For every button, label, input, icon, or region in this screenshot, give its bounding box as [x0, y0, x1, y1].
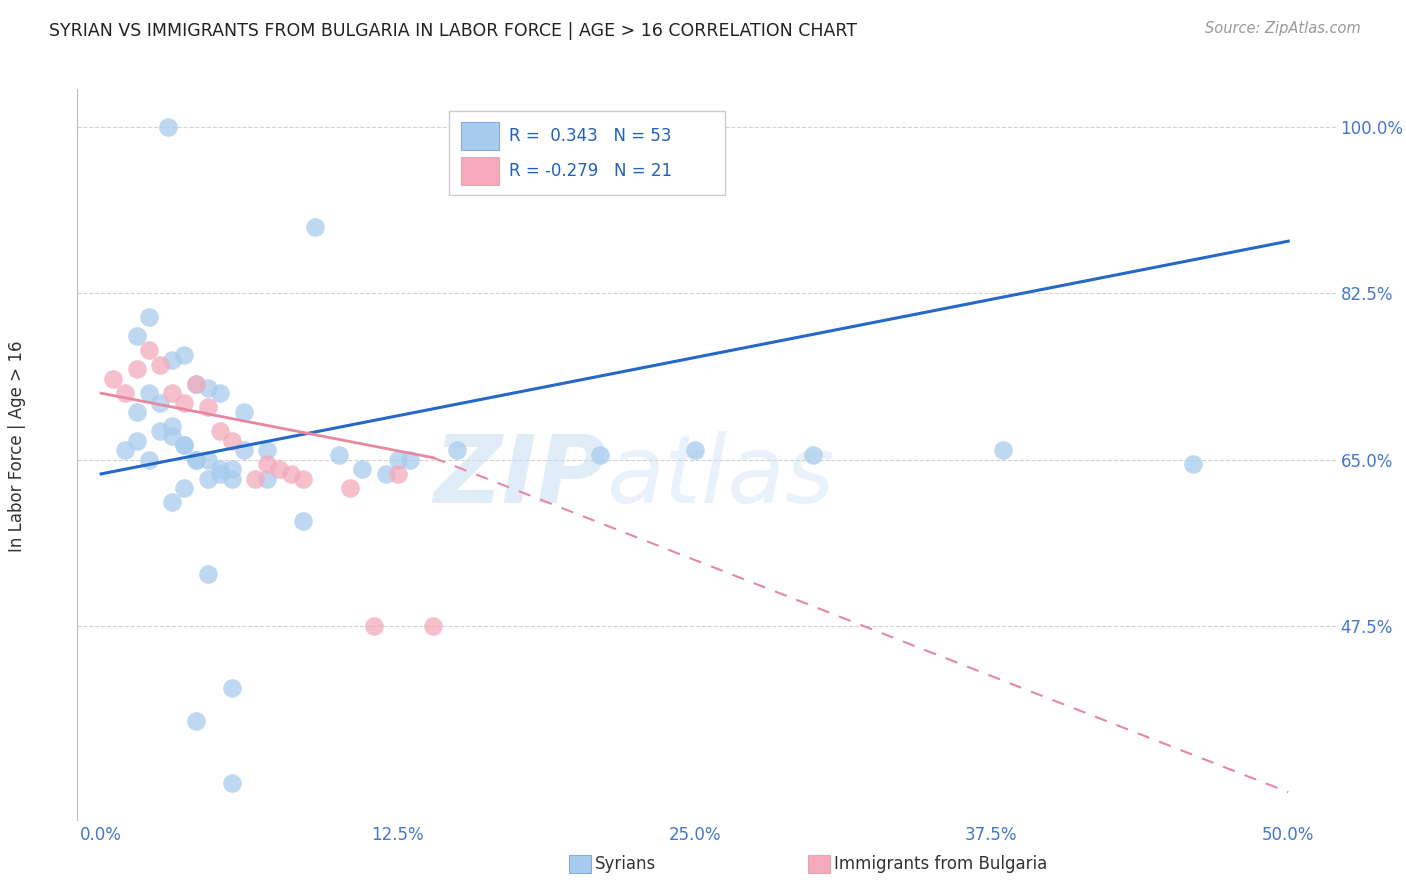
Text: Immigrants from Bulgaria: Immigrants from Bulgaria: [834, 855, 1047, 873]
Text: In Labor Force | Age > 16: In Labor Force | Age > 16: [8, 340, 25, 552]
Point: [138, 343, 160, 358]
Point: [398, 452, 420, 467]
Point: [280, 467, 302, 481]
Point: [138, 310, 160, 325]
Point: [208, 467, 231, 481]
Point: [208, 462, 231, 476]
Point: [173, 481, 195, 495]
Point: [149, 424, 172, 438]
Text: R = -0.279   N = 21: R = -0.279 N = 21: [509, 162, 672, 180]
Point: [162, 353, 184, 368]
Point: [446, 443, 468, 458]
Point: [125, 405, 148, 419]
Point: [162, 419, 184, 434]
Point: [197, 452, 219, 467]
Point: [173, 395, 195, 409]
Point: [232, 443, 254, 458]
Point: [173, 438, 195, 452]
Point: [589, 448, 612, 462]
Point: [221, 681, 243, 695]
Point: [232, 405, 254, 419]
Text: ZIP: ZIP: [433, 431, 606, 523]
Point: [114, 443, 136, 458]
Point: [184, 376, 207, 391]
Point: [352, 462, 374, 476]
Point: [197, 401, 219, 415]
Point: [221, 775, 243, 789]
Point: [197, 381, 219, 395]
Point: [363, 619, 385, 633]
Point: [197, 566, 219, 581]
Point: [993, 443, 1015, 458]
Point: [387, 452, 409, 467]
Point: [184, 452, 207, 467]
Point: [114, 386, 136, 401]
Point: [328, 448, 350, 462]
Point: [221, 434, 243, 448]
Bar: [449, 112, 725, 195]
Bar: [461, 122, 499, 150]
Point: [173, 438, 195, 452]
Point: [256, 443, 278, 458]
Text: atlas: atlas: [606, 432, 834, 523]
Point: [269, 462, 291, 476]
Point: [801, 448, 824, 462]
Point: [184, 452, 207, 467]
Point: [221, 462, 243, 476]
Point: [245, 472, 267, 486]
Point: [256, 472, 278, 486]
Point: [162, 386, 184, 401]
Point: [101, 372, 124, 386]
Point: [149, 395, 172, 409]
Point: [1182, 458, 1205, 472]
Point: [208, 386, 231, 401]
Point: [387, 467, 409, 481]
Point: [138, 452, 160, 467]
Point: [291, 472, 314, 486]
Point: [291, 515, 314, 529]
Point: [304, 219, 326, 234]
Point: [221, 472, 243, 486]
Point: [162, 429, 184, 443]
Point: [125, 362, 148, 376]
Text: SYRIAN VS IMMIGRANTS FROM BULGARIA IN LABOR FORCE | AGE > 16 CORRELATION CHART: SYRIAN VS IMMIGRANTS FROM BULGARIA IN LA…: [49, 22, 858, 40]
Text: R =  0.343   N = 53: R = 0.343 N = 53: [509, 127, 672, 145]
Point: [125, 329, 148, 343]
Bar: [461, 157, 499, 185]
Point: [125, 434, 148, 448]
Point: [375, 467, 398, 481]
Point: [162, 495, 184, 509]
Point: [149, 358, 172, 372]
Point: [683, 443, 706, 458]
Point: [173, 348, 195, 362]
Point: [138, 386, 160, 401]
Point: [184, 376, 207, 391]
Text: Source: ZipAtlas.com: Source: ZipAtlas.com: [1205, 21, 1361, 36]
Point: [184, 714, 207, 728]
Point: [156, 120, 179, 135]
Text: Syrians: Syrians: [595, 855, 657, 873]
Point: [256, 458, 278, 472]
Point: [208, 424, 231, 438]
Point: [339, 481, 361, 495]
Point: [197, 472, 219, 486]
Point: [422, 619, 444, 633]
